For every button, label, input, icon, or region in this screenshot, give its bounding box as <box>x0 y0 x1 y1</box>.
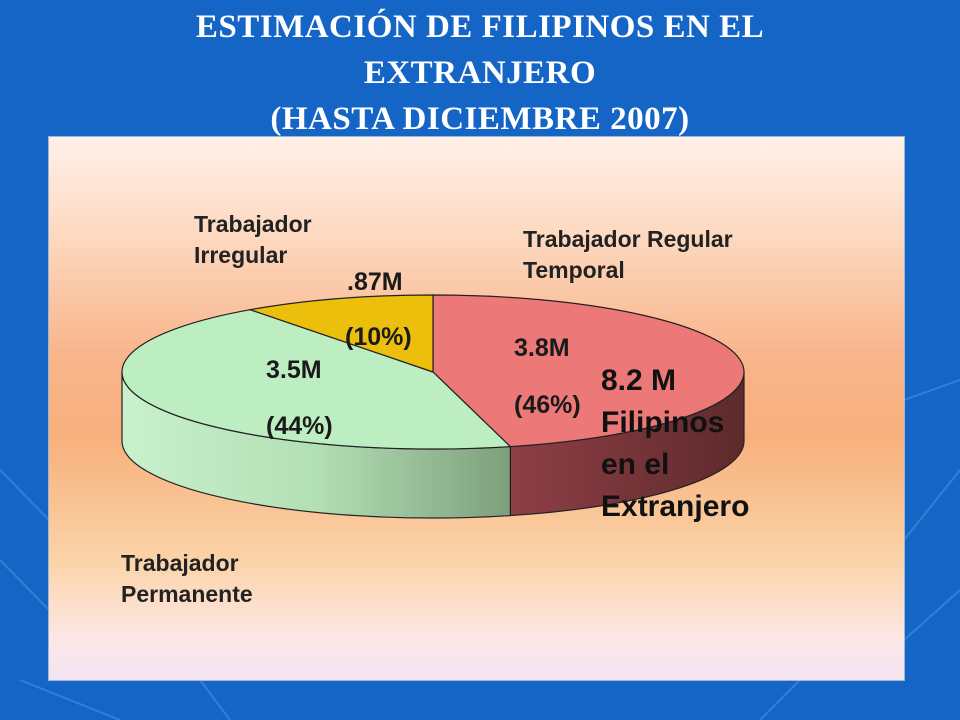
label-permanente: Trabajador Permanente <box>121 548 253 610</box>
data-label-regular-value: 3.8M <box>514 334 570 362</box>
slice-permanente <box>121 309 512 450</box>
title-line-3: (HASTA DICIEMBRE 2007) <box>270 101 690 137</box>
data-label-regular-percent: (46%) <box>514 391 581 419</box>
label-permanente-line2: Permanente <box>121 581 253 607</box>
total-line-4: Extranjero <box>601 490 750 523</box>
total-annotation: 8.2 M Filipinos en el Extranjero <box>601 360 749 528</box>
label-irregular-line2: Irregular <box>194 242 288 268</box>
title-line-2: EXTRANJERO <box>363 55 597 91</box>
total-line-1: 8.2 M <box>601 364 677 397</box>
label-permanente-line1: Trabajador <box>121 550 239 576</box>
data-label-irregular-value: .87M <box>347 268 403 296</box>
total-line-2: Filipinos <box>601 406 725 439</box>
label-regular-temporal: Trabajador Regular Temporal <box>523 224 733 286</box>
data-label-permanente-value: 3.5M <box>266 356 322 384</box>
label-irregular-line1: Trabajador <box>194 211 312 237</box>
label-regular-line2: Temporal <box>523 257 625 283</box>
slice-irregular <box>247 294 434 373</box>
label-irregular: Trabajador Irregular <box>194 209 312 271</box>
title-line-1: ESTIMACIÓN DE FILIPINOS EN EL <box>195 9 765 45</box>
data-label-irregular-percent: (10%) <box>345 323 412 351</box>
slice-regular-temporal <box>432 294 745 448</box>
data-label-permanente-percent: (44%) <box>266 412 333 440</box>
label-regular-line1: Trabajador Regular <box>523 226 733 252</box>
total-line-3: en el <box>601 448 670 481</box>
slide-title: ESTIMACIÓN DE FILIPINOS EN EL EXTRANJERO… <box>0 4 960 142</box>
